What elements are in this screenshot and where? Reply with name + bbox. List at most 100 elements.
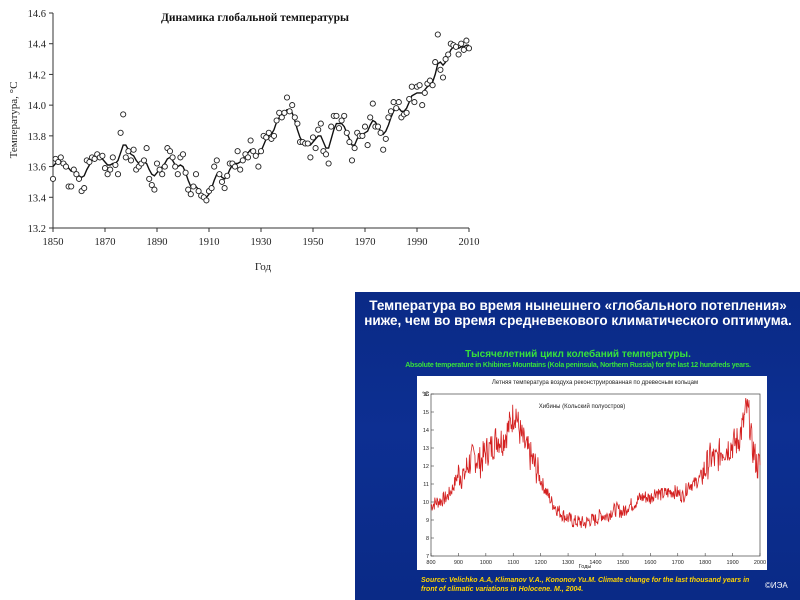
- x-tick-label: 1990: [407, 237, 428, 248]
- annual-data-point: [458, 40, 465, 47]
- chart-title: Летняя температура воздуха реконструиров…: [492, 380, 698, 386]
- annual-data-point: [463, 37, 470, 44]
- annual-data-point: [104, 171, 111, 178]
- annual-data-point: [265, 129, 272, 136]
- annual-data-point: [174, 171, 181, 178]
- slide-panel: Температура во время нынешнего «глобальн…: [355, 292, 800, 600]
- y-tick-label: 14.2: [28, 70, 46, 81]
- annual-data-point: [127, 157, 135, 164]
- annual-data-point: [140, 157, 148, 164]
- x-tick-label: 1950: [303, 237, 324, 248]
- y-tick-label: 13.2: [28, 224, 46, 235]
- annual-data-point: [351, 145, 358, 152]
- annual-data-point: [395, 99, 402, 106]
- annual-data-point: [221, 185, 228, 192]
- x-tick-label: 1970: [355, 237, 376, 248]
- y-tick-label: 15: [423, 410, 429, 416]
- x-tick-label: 1000: [480, 560, 492, 566]
- annual-data-point: [234, 148, 241, 155]
- x-tick-label: 1100: [507, 560, 519, 566]
- annual-data-point: [343, 129, 350, 136]
- annual-data-point: [452, 43, 460, 50]
- annual-data-point: [239, 157, 246, 164]
- x-tick-label: 900: [454, 560, 463, 566]
- khibiny-temperature-chart: 7 8 9 10 11 12 13 14 15 16 800 900 1000 1100 1200 1300 1…: [417, 376, 767, 570]
- x-tick-label: 1200: [535, 560, 547, 566]
- x-tick-label: 1800: [699, 560, 711, 566]
- annual-data-point: [270, 132, 278, 139]
- annual-data-point: [211, 163, 218, 170]
- annual-data-point: [224, 172, 231, 179]
- annual-data-point: [156, 166, 163, 173]
- annual-data-point: [408, 83, 415, 90]
- annual-data-point: [439, 74, 447, 81]
- annual-data-point: [416, 82, 423, 89]
- annual-data-point: [216, 171, 223, 178]
- annual-data-point: [432, 59, 439, 66]
- annual-data-point: [114, 171, 122, 178]
- annual-data-point: [244, 154, 252, 161]
- annual-data-point: [382, 135, 389, 142]
- x-tick-label: 1600: [644, 560, 656, 566]
- slide-subtitle: Тысячелетний цикл колебаний температуры.: [465, 349, 691, 360]
- annual-data-point: [159, 171, 166, 178]
- annual-data-point: [273, 117, 280, 124]
- annual-data-point: [460, 46, 467, 53]
- annual-data-point: [166, 148, 174, 155]
- annual-data-point: [359, 132, 366, 139]
- y-axis-label: Температура, °С: [8, 82, 20, 159]
- annual-data-point: [75, 175, 83, 182]
- slide-subtitle-english: Absolute temperature in Khibines Mountai…: [405, 362, 751, 369]
- x-tick-label: 2010: [459, 237, 480, 248]
- annual-data-point: [317, 120, 324, 127]
- y-axis-label: °С: [422, 390, 430, 398]
- x-tick-label: 1870: [95, 237, 116, 248]
- annual-data-point: [312, 145, 319, 152]
- y-tick-label: 13: [423, 446, 429, 452]
- annual-data-point: [281, 109, 288, 116]
- y-tick-label: 13.4: [28, 193, 47, 204]
- annual-data-point: [465, 45, 473, 52]
- annual-data-point: [172, 163, 179, 170]
- annual-data-point: [322, 151, 330, 158]
- annual-data-point: [208, 185, 215, 192]
- annual-data-point: [161, 163, 168, 170]
- annual-data-point: [143, 145, 150, 152]
- annual-data-point: [393, 105, 400, 112]
- x-axis-label: Год: [255, 261, 272, 273]
- x-tick-label: 1930: [251, 237, 272, 248]
- annual-data-point: [419, 102, 426, 109]
- annual-data-point: [328, 123, 335, 130]
- annual-data-point: [445, 51, 452, 58]
- annual-data-point: [361, 123, 369, 130]
- annual-data-point: [369, 100, 376, 107]
- annual-data-point: [406, 95, 413, 103]
- annual-data-point: [257, 148, 265, 155]
- annual-data-point: [62, 163, 70, 170]
- x-tick-label: 1850: [43, 237, 64, 248]
- annual-data-point: [289, 102, 296, 109]
- x-tick-label: 1400: [589, 560, 601, 566]
- y-tick-label: 8: [426, 536, 429, 542]
- x-tick-label: 800: [426, 560, 435, 566]
- annual-data-point: [81, 185, 88, 192]
- x-tick-label: 1900: [726, 560, 738, 566]
- annual-data-point: [99, 152, 106, 159]
- annual-data-point: [291, 114, 298, 121]
- y-tick-label: 14.6: [28, 9, 46, 20]
- y-tick-label: 11: [423, 482, 429, 488]
- y-tick-label: 13.6: [28, 163, 46, 174]
- y-tick-label: 14.4: [28, 40, 47, 51]
- annual-data-point: [335, 125, 343, 132]
- annual-data-point: [309, 134, 317, 141]
- annual-data-point: [429, 82, 436, 89]
- y-tick-label: 7: [426, 554, 429, 560]
- annual-data-point: [252, 152, 259, 159]
- x-tick-label: 1700: [672, 560, 684, 566]
- annual-data-point: [294, 120, 301, 127]
- annual-data-point: [421, 89, 428, 96]
- annual-data-point: [107, 166, 114, 173]
- annual-data-point: [434, 31, 441, 38]
- annual-data-point: [117, 129, 124, 136]
- annual-data-point: [442, 56, 449, 63]
